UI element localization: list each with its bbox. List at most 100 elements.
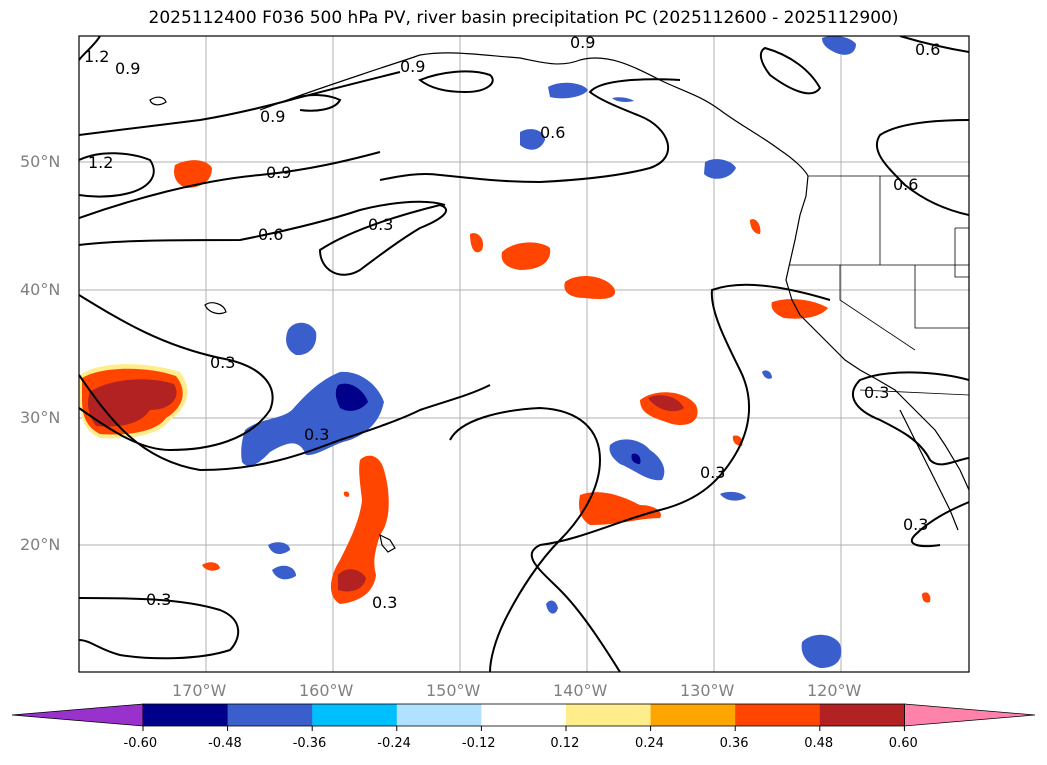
precip-area-small-11: [762, 370, 772, 379]
lon-label-130w: 130°W: [680, 681, 735, 700]
precip-area-170w-50n: [174, 160, 212, 188]
border-ca-nv: [839, 265, 916, 351]
precip-area-small-7: [268, 542, 290, 555]
precip-area-california: [771, 299, 828, 319]
colorbar-segment: [566, 704, 652, 726]
pv-contour-0.3-sw: [79, 597, 240, 660]
precip-area-small-2: [202, 562, 220, 571]
contour-label: 0.6: [915, 40, 940, 59]
pv-contour-0.6-north: [379, 78, 681, 184]
precip-area-140w-40n: [564, 276, 616, 299]
precip-area-west-core: [88, 379, 177, 427]
contour-label: 0.9: [115, 59, 140, 78]
precip-area-128w-50n: [704, 159, 736, 179]
colorbar-tick-label: -0.60: [123, 736, 158, 751]
pv-contour-0.3-east-loop: [851, 371, 969, 466]
contour-label: 0.9: [570, 33, 595, 52]
precip-area-135w-31n-core: [648, 395, 684, 412]
precip-area-140w-23n: [579, 492, 661, 525]
precip-area-small-8: [272, 565, 296, 580]
colorbar-segment: [481, 704, 567, 726]
pv-contour-0.9-loop: [289, 94, 342, 112]
pv-contour-0.3-west: [79, 294, 274, 452]
precip-area-coast-oregon: [750, 219, 761, 234]
colorbar-segment: [735, 704, 821, 726]
colorbar-tick-label: -0.36: [292, 736, 327, 751]
contour-label: 1.2: [88, 153, 113, 172]
contour-labels: 1.2 0.9 0.9 0.9 1.2 0.9 0.6 0.3 0.3 0.3 …: [84, 33, 940, 612]
precip-area-120w-11n: [801, 634, 842, 668]
pv-contour-0.3-central: [79, 374, 491, 472]
island-hawaii: [379, 533, 396, 553]
precip-area-small-1: [470, 233, 484, 253]
lat-label-30n: 30°N: [20, 408, 61, 427]
precip-area-158w-17n-core: [338, 569, 366, 592]
pv-contour-0.9-mid: [79, 151, 381, 219]
pv-contour-0.9-north: [79, 71, 401, 136]
pv-contour-0.6-loop: [418, 70, 494, 94]
colorbar-tick-label: 0.48: [804, 736, 834, 751]
colorbar-segment: [312, 704, 398, 726]
colorbar-segment: [396, 704, 482, 726]
precip-area-small-4: [922, 592, 931, 603]
contour-label: 0.9: [260, 107, 285, 126]
colorbar-outline: [142, 703, 905, 727]
lon-label-150w: 150°W: [426, 681, 481, 700]
lon-label-160w: 160°W: [299, 681, 354, 700]
pv-contour-0.6-ne-loop: [759, 46, 822, 95]
pv-contour-0.6: [79, 200, 446, 246]
colorbar-tick-label: 0.24: [635, 736, 664, 751]
lon-label-170w: 170°W: [172, 681, 227, 700]
pv-contour-0.6-east: [875, 119, 969, 216]
pv-contour-1.2-nw: [79, 36, 101, 61]
map-title: 2025112400 F036 500 hPa PV, river basin …: [148, 8, 899, 28]
precip-area-158w-22n: [330, 455, 389, 604]
island-1: [149, 96, 167, 106]
contour-label: 0.3: [903, 515, 928, 534]
contour-label: 0.6: [893, 175, 918, 194]
gridlines: [79, 36, 969, 672]
contour-label: 0.6: [258, 225, 283, 244]
colorbar-segment: [227, 704, 313, 726]
colorbar-tick-label: -0.12: [461, 736, 496, 751]
contour-label: 0.3: [210, 353, 235, 372]
colorbar-segment: [650, 704, 736, 726]
colorbar-extend-high: [904, 703, 1036, 727]
colorbar-tick-label: 0.36: [719, 736, 749, 751]
precip-area-small-10: [546, 600, 558, 614]
contour-label: 0.6: [540, 123, 565, 142]
pv-contour-0.6-ne: [899, 36, 969, 53]
precip-positive-areas: [80, 160, 931, 604]
precip-area-145w-43n: [501, 242, 551, 270]
pv-contour-0.3-loop: [318, 203, 448, 276]
precip-negative-areas: [241, 36, 856, 668]
pv-contour-1.2-w: [79, 152, 155, 198]
coastline-west-coast: [785, 175, 969, 491]
coastline-alaska: [259, 52, 809, 177]
precip-area-118w-58n: [822, 36, 856, 55]
lat-label-40n: 40°N: [20, 280, 61, 299]
colorbar-tick-label: -0.48: [208, 736, 242, 751]
pv-contour-0.3-se: [910, 501, 969, 548]
colorbar-extend-low: [11, 703, 144, 727]
colorbar-tick-label: 0.12: [550, 736, 580, 751]
lat-label-50n: 50°N: [20, 152, 61, 171]
contour-label: 0.3: [700, 463, 725, 482]
precip-area-small-9: [720, 491, 746, 501]
lon-label-140w: 140°W: [553, 681, 608, 700]
precip-area-162w-36n: [286, 322, 317, 356]
precip-area-140w-55n: [548, 82, 588, 99]
pv-contours: [79, 36, 969, 672]
border-us-mexico: [859, 389, 969, 396]
island-2: [204, 302, 227, 315]
contour-label: 0.3: [368, 215, 393, 234]
colorbar-tick-label: 0.60: [888, 736, 918, 751]
border-wy: [954, 227, 969, 278]
lon-label-120w: 120°W: [807, 681, 862, 700]
pv-contour-0.3-east: [530, 283, 831, 672]
precip-area-small-6: [612, 97, 634, 102]
pv-contour-0.3-south: [449, 406, 602, 672]
precip-area-160w-30n-core: [335, 383, 368, 411]
border-ut-az: [914, 265, 969, 329]
